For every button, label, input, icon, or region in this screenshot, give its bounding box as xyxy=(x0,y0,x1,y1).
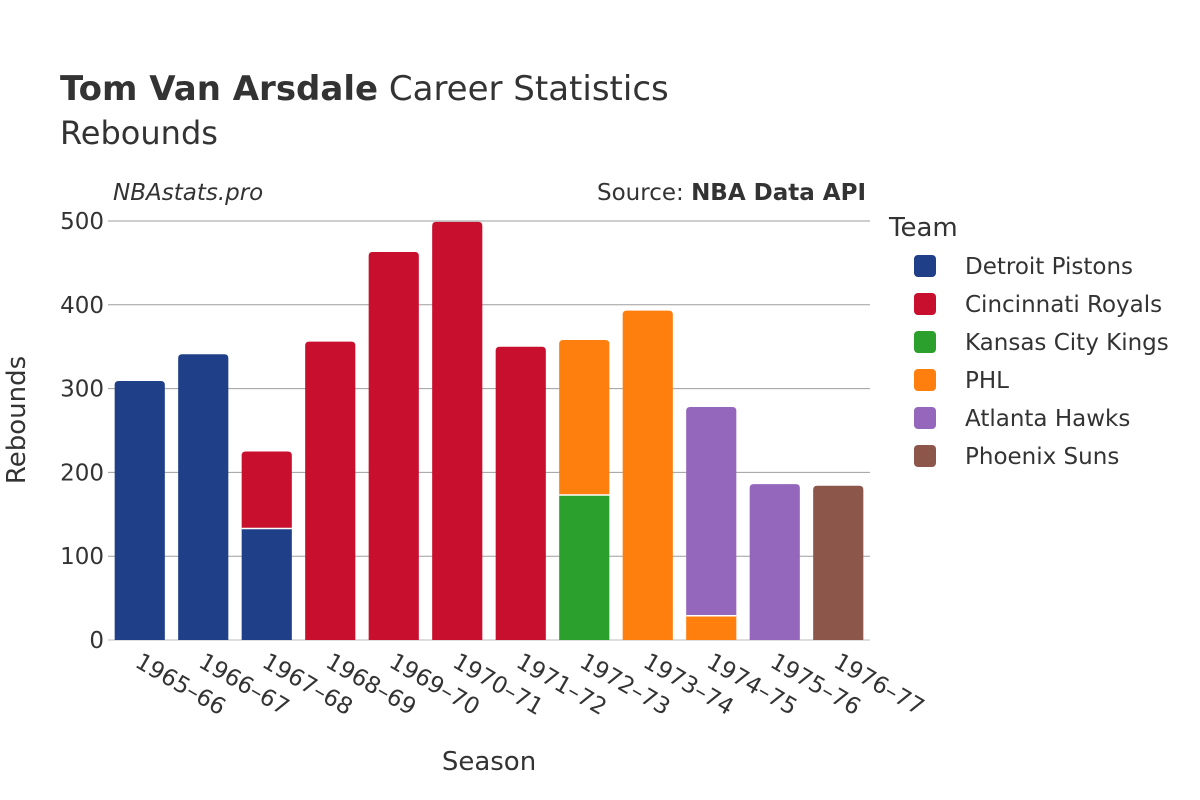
legend-label[interactable]: PHL xyxy=(965,368,1009,394)
y-tick-label: 400 xyxy=(60,293,104,319)
bar-segment[interactable] xyxy=(813,485,864,640)
x-axis-title: Season xyxy=(442,747,536,777)
x-axis-ticks: 1965–661966–671967–681968–691969–701970–… xyxy=(131,649,929,721)
gridlines xyxy=(108,220,870,641)
legend-title: Team xyxy=(888,213,958,243)
legend-label[interactable]: Detroit Pistons xyxy=(965,254,1133,280)
bar-segment[interactable] xyxy=(686,407,737,616)
chart-subtitle: Rebounds xyxy=(60,114,218,152)
bars xyxy=(114,221,864,641)
y-axis-ticks: 0 100 200 300 400 500 xyxy=(60,209,104,654)
legend-swatch[interactable] xyxy=(914,407,936,429)
legend-label[interactable]: Cincinnati Royals xyxy=(965,292,1162,318)
source-name: NBA Data API xyxy=(691,180,866,206)
y-axis-title: Rebounds xyxy=(2,356,32,484)
bar-segment[interactable] xyxy=(749,484,800,640)
legend-label[interactable]: Kansas City Kings xyxy=(965,330,1169,356)
y-tick-label: 200 xyxy=(60,460,104,486)
legend-swatch[interactable] xyxy=(914,369,936,391)
bar-segment[interactable] xyxy=(559,495,610,640)
bar-segment[interactable] xyxy=(495,346,546,640)
source-line: Source: NBA Data API xyxy=(597,180,866,206)
y-tick-label: 0 xyxy=(89,628,104,654)
bar-segment[interactable] xyxy=(368,252,419,641)
bar-segment[interactable] xyxy=(241,451,292,529)
chart-title: Tom Van Arsdale Career Statistics xyxy=(60,69,669,109)
watermark: NBAstats.pro xyxy=(113,180,263,206)
legend-label[interactable]: Phoenix Suns xyxy=(965,444,1119,470)
chart-title-player: Tom Van Arsdale xyxy=(60,69,378,109)
legend-swatch[interactable] xyxy=(914,331,936,353)
y-tick-label: 300 xyxy=(60,377,104,403)
bar-segment[interactable] xyxy=(559,339,610,496)
legend-swatch[interactable] xyxy=(914,445,936,467)
legend-swatch[interactable] xyxy=(914,255,936,277)
bar-segment[interactable] xyxy=(305,341,356,640)
bar-segment[interactable] xyxy=(114,381,165,640)
y-tick-label: 500 xyxy=(60,209,104,235)
bar-segment[interactable] xyxy=(686,615,737,640)
chart-title-rest: Career Statistics xyxy=(378,69,669,109)
legend: Detroit Pistons Cincinnati Royals Kansas C… xyxy=(914,254,1169,470)
bar-segment[interactable] xyxy=(432,221,483,640)
bar-segment[interactable] xyxy=(241,528,292,640)
y-tick-label: 100 xyxy=(60,544,104,570)
bar-segment[interactable] xyxy=(178,354,229,640)
source-prefix: Source: xyxy=(597,180,691,206)
legend-label[interactable]: Atlanta Hawks xyxy=(965,406,1130,432)
bar-segment[interactable] xyxy=(622,310,673,640)
legend-swatch[interactable] xyxy=(914,293,936,315)
